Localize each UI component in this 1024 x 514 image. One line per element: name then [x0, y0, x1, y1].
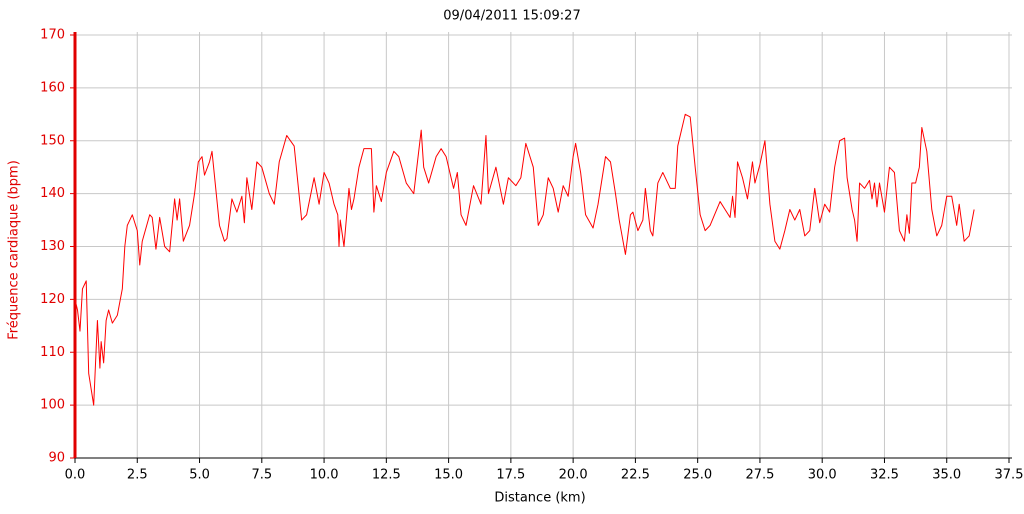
x-tick-label: 27.5 — [745, 468, 774, 483]
chart-title: 09/04/2011 15:09:27 — [443, 9, 580, 24]
x-tick-label: 25.0 — [683, 468, 712, 483]
y-tick-label: 130 — [40, 239, 65, 254]
x-tick-label: 32.5 — [870, 468, 899, 483]
x-tick-label: 22.5 — [621, 468, 650, 483]
x-tick-label: 20.0 — [559, 468, 588, 483]
x-tick-label: 0.0 — [65, 468, 86, 483]
y-tick-label: 160 — [40, 80, 65, 95]
heart-rate-line — [74, 113, 975, 406]
y-tick-label: 120 — [40, 292, 65, 307]
y-tick-label: 170 — [40, 28, 65, 43]
x-tick-label: 10.0 — [310, 468, 339, 483]
y-tick-label: 90 — [48, 451, 65, 466]
x-tick-label: 15.0 — [434, 468, 463, 483]
x-tick-label: 5.0 — [189, 468, 210, 483]
x-tick-label: 17.5 — [496, 468, 525, 483]
y-tick-label: 140 — [40, 186, 65, 201]
x-axis-label: Distance (km) — [494, 491, 585, 506]
x-tick-label: 7.5 — [251, 468, 272, 483]
y-tick-label: 100 — [40, 398, 65, 413]
y-tick-label: 150 — [40, 133, 65, 148]
x-tick-label: 2.5 — [127, 468, 148, 483]
y-tick-label: 110 — [40, 345, 65, 360]
y-axis-label: Fréquence cardiaque (bpm) — [7, 160, 22, 340]
x-tick-label: 37.5 — [995, 468, 1024, 483]
grid — [70, 32, 1012, 463]
x-tick-label: 35.0 — [932, 468, 961, 483]
x-tick-label: 30.0 — [808, 468, 837, 483]
plot — [74, 113, 975, 406]
x-tick-label: 12.5 — [372, 468, 401, 483]
